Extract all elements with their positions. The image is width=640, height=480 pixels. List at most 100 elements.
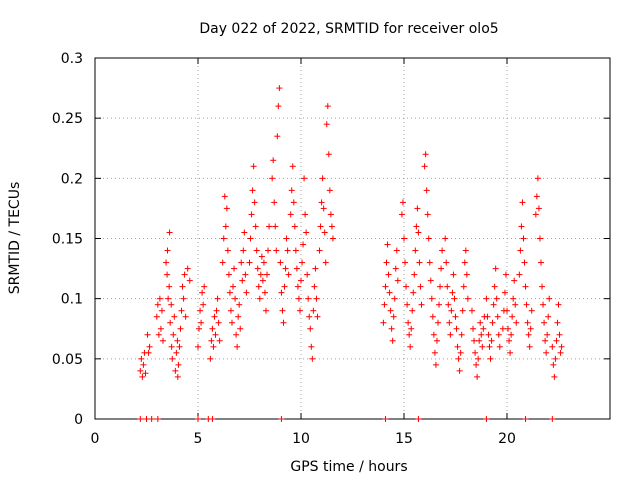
data-point [313, 295, 320, 302]
data-point [177, 325, 184, 332]
data-point [163, 259, 170, 266]
data-point [222, 223, 229, 230]
data-point [518, 223, 525, 230]
x-tick-label: 20 [498, 431, 516, 447]
data-point [507, 349, 514, 356]
data-point [521, 259, 528, 266]
data-point [381, 301, 388, 308]
data-point [146, 343, 153, 350]
data-point [509, 313, 516, 320]
data-point [233, 331, 240, 338]
data-point [402, 259, 409, 266]
data-point [504, 307, 510, 314]
data-point [484, 313, 491, 320]
data-point [406, 331, 413, 338]
data-point [270, 157, 277, 164]
data-point [511, 277, 518, 284]
data-point [226, 289, 233, 296]
data-point [326, 187, 333, 194]
data-point [446, 319, 453, 326]
data-point [140, 361, 147, 368]
data-point [533, 193, 540, 200]
data-point [175, 361, 182, 368]
data-point [292, 247, 299, 254]
data-point [174, 373, 181, 380]
data-point [494, 313, 501, 320]
data-point [471, 337, 478, 344]
data-point [424, 211, 431, 218]
data-point [505, 325, 512, 332]
data-point [508, 331, 515, 338]
data-point [483, 416, 490, 422]
data-point [549, 416, 556, 422]
data-point [285, 271, 292, 278]
data-point [235, 313, 242, 320]
data-point [308, 343, 315, 350]
chart-title: Day 022 of 2022, SRMTID for receiver olo… [199, 21, 498, 37]
data-point [519, 199, 526, 206]
data-point [211, 313, 218, 320]
data-point [512, 301, 519, 308]
data-point [261, 289, 268, 296]
data-point [491, 283, 498, 290]
data-point [493, 295, 500, 302]
data-point [164, 247, 171, 254]
data-point [449, 289, 456, 296]
data-point [182, 313, 189, 320]
data-point [156, 295, 163, 302]
data-point [298, 277, 304, 284]
data-point [557, 349, 564, 356]
data-point [246, 259, 253, 266]
data-point [240, 247, 247, 254]
data-point [320, 205, 327, 212]
data-point [295, 295, 302, 302]
data-point [265, 247, 272, 254]
data-point [166, 229, 173, 236]
data-point [417, 283, 424, 290]
data-point [219, 259, 226, 266]
data-point [532, 211, 539, 218]
data-point [304, 271, 311, 278]
data-point [284, 247, 291, 254]
data-point [323, 121, 330, 128]
data-point [490, 301, 497, 308]
data-point [306, 313, 313, 320]
y-tick-label: 0.2 [61, 171, 83, 187]
data-point [238, 259, 245, 266]
data-point [522, 416, 529, 422]
data-point [138, 355, 145, 362]
data-point [272, 223, 279, 230]
data-point [404, 301, 411, 308]
data-point [227, 307, 234, 314]
data-point [157, 325, 164, 332]
data-point [485, 331, 492, 338]
data-point [554, 319, 561, 326]
data-point [303, 229, 310, 236]
data-point [232, 295, 239, 302]
data-point [279, 307, 286, 314]
data-point [436, 301, 443, 308]
data-point [432, 361, 439, 368]
data-point [483, 295, 490, 302]
data-point [392, 265, 399, 272]
data-point [247, 235, 254, 242]
data-point [431, 349, 438, 356]
data-point [196, 325, 203, 332]
data-point [536, 235, 543, 242]
data-point [443, 259, 450, 266]
data-point [166, 283, 173, 290]
data-point [288, 187, 295, 194]
data-point [535, 205, 542, 212]
data-point [555, 301, 562, 308]
data-point [200, 301, 207, 308]
data-point [549, 343, 556, 350]
data-point [444, 283, 451, 290]
data-point [213, 307, 220, 314]
data-point [427, 277, 434, 284]
data-point [405, 319, 412, 326]
data-point [276, 85, 283, 92]
data-point [281, 283, 288, 290]
data-point [460, 283, 467, 290]
data-point [283, 235, 290, 242]
data-point [311, 283, 318, 290]
